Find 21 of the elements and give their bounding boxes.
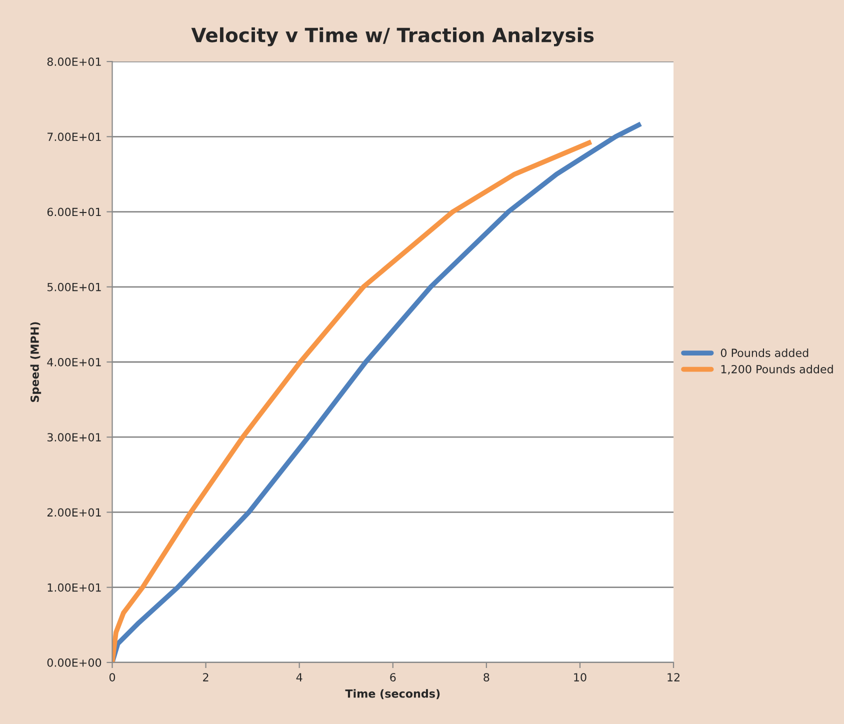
x-tick-label: 0 — [109, 673, 116, 682]
y-tick-label: 2.00E+01 — [47, 508, 101, 517]
y-tick-label: 5.00E+01 — [47, 282, 101, 292]
x-tick-label: 12 — [668, 673, 680, 682]
x-tick-label: 10 — [574, 673, 586, 682]
legend-label: 0 Pounds added — [720, 348, 808, 358]
y-tick-label: 7.00E+01 — [48, 132, 101, 142]
x-axis-title: Time (seconds) — [345, 689, 440, 700]
x-tick-label: 2 — [203, 673, 208, 682]
y-tick-label: 1.00E+01 — [48, 583, 101, 592]
y-tick-label: 8.00E+01 — [47, 58, 101, 66]
x-tick-label: 6 — [390, 673, 396, 682]
y-tick-label: 3.00E+01 — [47, 433, 101, 442]
y-tick-label: 6.00E+01 — [47, 208, 101, 216]
chart-title: Velocity v Time w/ Traction Analzysis — [191, 27, 594, 46]
y-tick-label: 0.00E+00 — [47, 658, 102, 667]
y-tick-label: 4.00E+01 — [47, 358, 101, 366]
legend-label: 1,200 Pounds added — [721, 364, 833, 375]
x-tick-label: 4 — [296, 673, 302, 682]
x-tick-label: 8 — [484, 673, 490, 682]
y-axis-title: Speed (MPH) — [30, 322, 42, 402]
